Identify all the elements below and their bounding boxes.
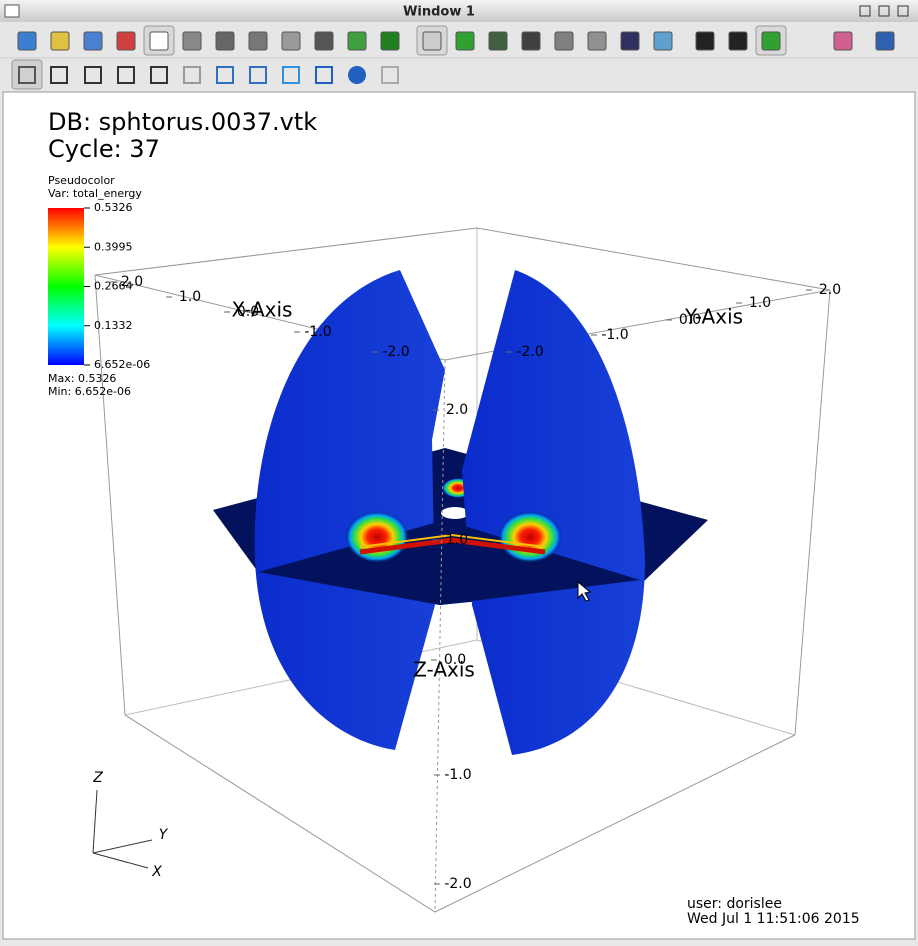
axis-ticks: 2.0 1.0 0.0 -1.0 -2.0 -2.0 -1.0 0.0 1.0 2.0 2.0 1.0… (108, 274, 841, 892)
maximize-button[interactable] (878, 5, 890, 17)
toolbar-button[interactable] (695, 31, 715, 51)
toolbar-button[interactable] (17, 31, 37, 51)
toolbar-button[interactable] (761, 31, 781, 51)
y-tick-label: 1.0 (749, 295, 771, 311)
z-axis-line (434, 359, 446, 913)
toolbar-button[interactable] (249, 66, 267, 84)
triad-y: Y (159, 827, 169, 843)
legend-label: 6.652e-06 (94, 358, 150, 371)
toolbar-button[interactable] (348, 66, 366, 84)
toolbar-button[interactable] (875, 31, 895, 51)
title-bar (0, 0, 918, 22)
legend-max: Max: 0.5326 (48, 372, 116, 385)
toolbar (11, 25, 895, 90)
x-tick-label: 2.0 (121, 274, 143, 290)
window-title: Window 1 (403, 5, 475, 20)
x-axis-title: X-Axis (232, 298, 293, 322)
z-tick-label: -1.0 (444, 767, 471, 783)
toolbar-button[interactable] (216, 66, 234, 84)
x-tick-label: -2.0 (382, 344, 409, 360)
minimize-button[interactable] (859, 5, 871, 17)
toolbar-button[interactable] (620, 31, 640, 51)
color-bar (48, 208, 84, 365)
triad-z: Z (92, 770, 103, 786)
toolbar-button[interactable] (728, 31, 748, 51)
z-tick-label: -2.0 (444, 876, 471, 892)
toolbar-button[interactable] (521, 31, 541, 51)
legend-label: 0.5326 (94, 201, 133, 214)
toolbar-button[interactable] (116, 31, 136, 51)
database-label: DB: sphtorus.0037.vtk (48, 108, 317, 136)
toolbar-button[interactable] (488, 31, 508, 51)
toolbar-button[interactable] (84, 66, 102, 84)
slice-left (254, 270, 445, 750)
mouse-cursor (577, 580, 592, 602)
toolbar-button[interactable] (117, 66, 135, 84)
slice-right (462, 270, 645, 755)
y-tick-label: -2.0 (516, 344, 543, 360)
y-tick-label: 2.0 (819, 282, 841, 298)
toolbar-button[interactable] (422, 31, 442, 51)
toolbar-button[interactable] (281, 31, 301, 51)
toolbar-button[interactable] (149, 31, 169, 51)
legend-labels: 0.5326 0.3995 0.2664 0.1332 6.652e-06 (84, 201, 150, 371)
z-tick-label: 2.0 (446, 402, 468, 418)
toolbar-button[interactable] (50, 66, 68, 84)
toolbar-button[interactable] (347, 31, 367, 51)
toolbar-button[interactable] (18, 66, 36, 84)
toolbar-button[interactable] (183, 66, 201, 84)
legend-label: 0.1332 (94, 319, 133, 332)
cycle-label: Cycle: 37 (48, 135, 160, 163)
toolbar-button[interactable] (455, 31, 475, 51)
toolbar-button[interactable] (554, 31, 574, 51)
toolbar-button[interactable] (150, 66, 168, 84)
x-tick-label: -1.0 (304, 324, 331, 340)
toolbar-button[interactable] (833, 31, 853, 51)
torus-hole (441, 507, 469, 519)
hot-spot (345, 511, 409, 563)
z-tick-label: 0.0 (444, 652, 466, 668)
x-tick-label: 1.0 (179, 289, 201, 305)
triad-x: X (151, 864, 162, 880)
toolbar-button[interactable] (587, 31, 607, 51)
toolbar-button[interactable] (653, 31, 673, 51)
axes-triad (92, 789, 153, 869)
toolbar-button[interactable] (381, 66, 399, 84)
hot-spot (498, 511, 562, 563)
toolbar-button[interactable] (314, 31, 334, 51)
y-tick-label: -1.0 (601, 327, 628, 343)
y-tick-label: 0.0 (679, 312, 701, 328)
toolbar-button[interactable] (248, 31, 268, 51)
toolbar-button-frame (11, 59, 43, 90)
close-button[interactable] (897, 5, 909, 17)
legend-label: 0.2664 (94, 280, 133, 293)
legend-min: Min: 6.652e-06 (48, 385, 131, 398)
hot-band (359, 537, 546, 555)
x-tick-label: 0.0 (237, 304, 259, 320)
hot-band (359, 533, 546, 548)
toolbar-button[interactable] (380, 31, 400, 51)
toolbar-button[interactable] (182, 31, 202, 51)
z-tick-label: 1.0 (446, 532, 468, 548)
window-icon[interactable] (4, 4, 20, 18)
toolbar-button[interactable] (50, 31, 70, 51)
toolbar-button[interactable] (315, 66, 333, 84)
toolbar-button[interactable] (282, 66, 300, 84)
user-label: user: dorislee (687, 896, 782, 912)
date-label: Wed Jul 1 11:51:06 2015 (687, 911, 860, 927)
slice-plane-front (258, 520, 640, 605)
legend-var: Var: total_energy (48, 187, 142, 200)
y-axis-title: Y-Axis (684, 305, 743, 329)
toolbar-button[interactable] (83, 31, 103, 51)
legend-plot: Pseudocolor (48, 174, 115, 187)
z-axis-title: Z-Axis (413, 658, 475, 682)
legend-label: 0.3995 (94, 240, 133, 253)
toolbar-button[interactable] (215, 31, 235, 51)
